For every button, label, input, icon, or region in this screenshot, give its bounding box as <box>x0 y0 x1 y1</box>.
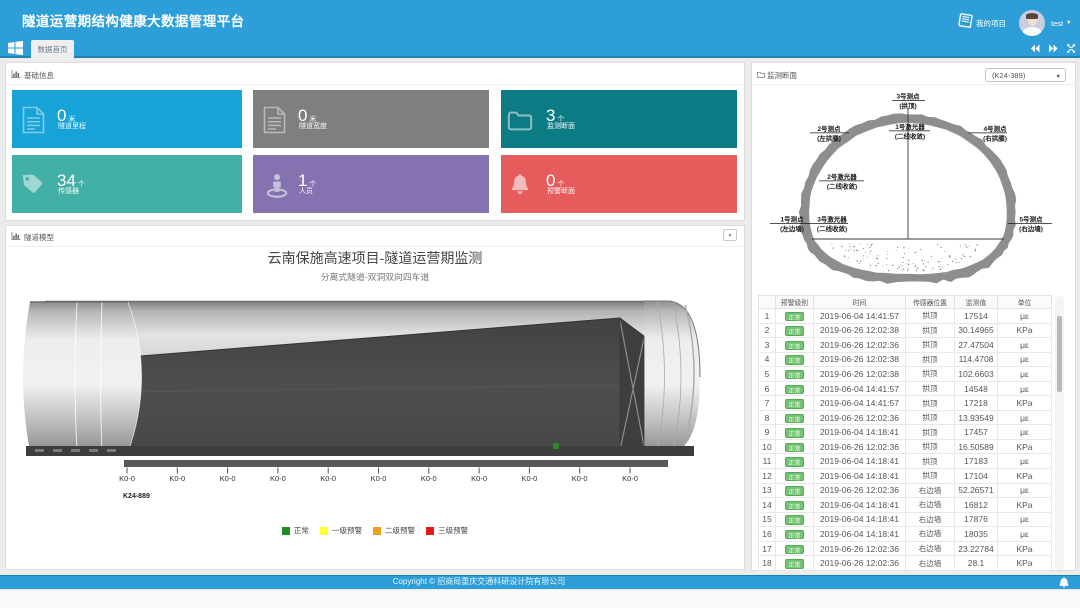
svg-text:K0-0: K0-0 <box>622 473 638 484</box>
svg-text:K0-0: K0-0 <box>371 473 387 484</box>
svg-text:5号测点: 5号测点 <box>1019 214 1043 224</box>
svg-text:3号激光器: 3号激光器 <box>817 214 847 224</box>
svg-text:(拱顶): (拱顶) <box>899 100 916 110</box>
svg-text:K0-0: K0-0 <box>471 473 487 484</box>
svg-text:K24-889: K24-889 <box>123 491 150 501</box>
svg-text:(右边墙): (右边墙) <box>1019 223 1043 233</box>
svg-text:4号测点: 4号测点 <box>983 123 1007 133</box>
svg-text:(二线收敛): (二线收敛) <box>895 130 925 140</box>
svg-text:K0-0: K0-0 <box>572 473 588 484</box>
svg-text:K0-0: K0-0 <box>421 473 437 484</box>
svg-text:K0-0: K0-0 <box>270 473 286 484</box>
svg-text:(二线收敛): (二线收敛) <box>817 223 847 233</box>
svg-text:K0-0: K0-0 <box>521 473 537 484</box>
svg-text:3号测点: 3号测点 <box>896 91 920 101</box>
svg-text:(左拱腰): (左拱腰) <box>817 132 841 142</box>
svg-text:(左边墙): (左边墙) <box>780 223 804 233</box>
svg-text:K0-0: K0-0 <box>220 473 236 484</box>
svg-text:(二线收敛): (二线收敛) <box>827 180 857 190</box>
svg-text:1号激光器: 1号激光器 <box>895 121 925 131</box>
svg-text:2号测点: 2号测点 <box>817 123 841 133</box>
svg-text:1号测点: 1号测点 <box>780 214 804 224</box>
svg-text:K0-0: K0-0 <box>119 473 135 484</box>
svg-text:K0-0: K0-0 <box>169 473 185 484</box>
svg-text:(右拱腰): (右拱腰) <box>983 132 1007 142</box>
svg-text:K0-0: K0-0 <box>320 473 336 484</box>
svg-text:2号激光器: 2号激光器 <box>827 171 857 181</box>
